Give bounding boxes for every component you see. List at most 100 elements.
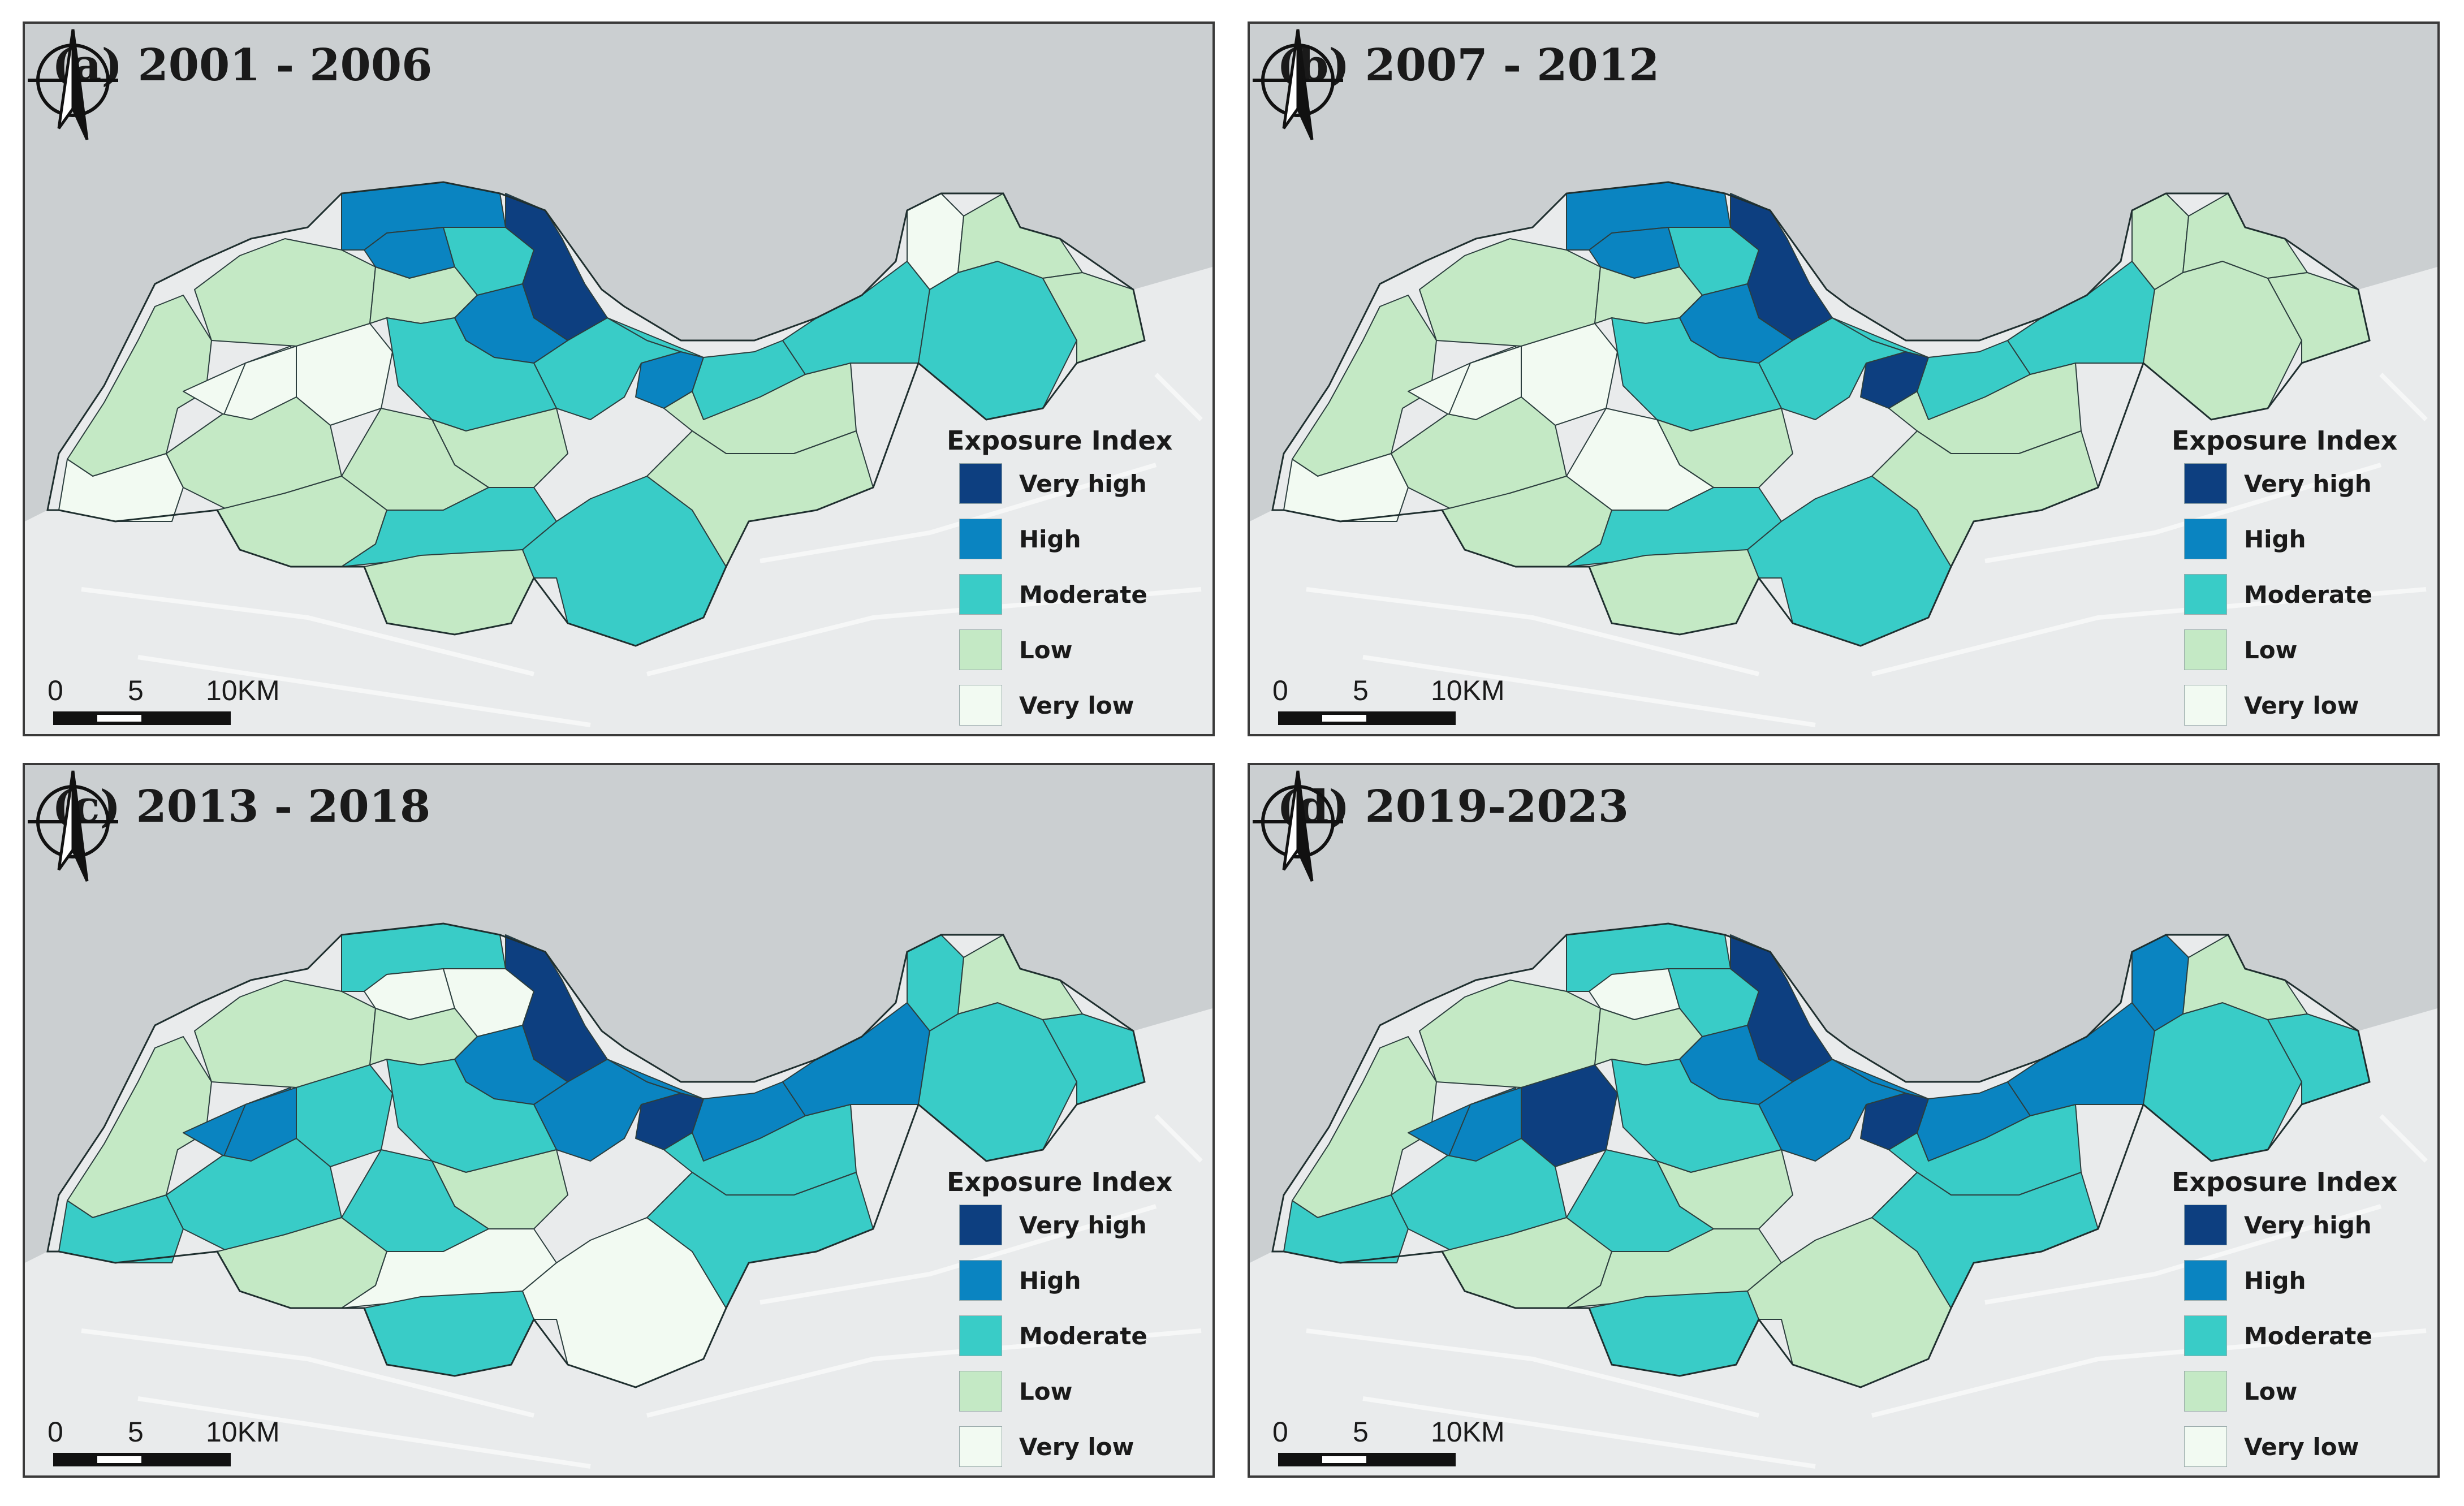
scale-bar-label: 5 — [1353, 1416, 1369, 1448]
background-road — [137, 1396, 591, 1469]
map-canvas — [25, 765, 1212, 1469]
legend-swatch — [959, 463, 1002, 504]
legend-swatch — [959, 574, 1002, 615]
map-panel: (d) 2019-2023 Exposure Index Very high High… — [1248, 763, 2440, 1478]
legend-label: Very low — [1019, 1432, 1134, 1461]
sea-area — [1250, 24, 2437, 521]
legend-swatch — [959, 1371, 1002, 1412]
legend-label: Moderate — [1019, 580, 1147, 609]
legend-swatch — [959, 1315, 1002, 1356]
map-canvas — [25, 24, 1212, 727]
scale-bar-label: 5 — [128, 1416, 144, 1448]
legend-label: Very high — [2244, 469, 2372, 498]
background-road — [1362, 655, 1816, 727]
north-arrow-icon — [1253, 770, 1343, 882]
district-s3 — [1589, 549, 1759, 635]
legend-title: Exposure Index — [947, 425, 1173, 456]
background-road — [646, 1328, 1202, 1418]
background-road — [1362, 1396, 1816, 1469]
legend: Exposure Index Very high High Moderate Low Ve… — [947, 425, 1184, 733]
legend-swatch — [959, 685, 1002, 726]
map-canvas — [1250, 765, 2437, 1469]
background-road — [81, 587, 534, 676]
district-s3 — [1589, 1291, 1759, 1376]
legend-swatch — [2184, 574, 2227, 615]
legend-label: Low — [1019, 636, 1073, 664]
sea-area — [1250, 765, 2437, 1263]
legend-title: Exposure Index — [947, 1167, 1173, 1197]
legend-item: Moderate — [947, 1308, 1184, 1363]
legend-item: Moderate — [947, 567, 1184, 622]
background-road — [1871, 587, 2427, 676]
map-panel: (a) 2001 - 2006 Exposure Index Very high Hi… — [23, 21, 1215, 736]
legend-item: Very high — [2172, 456, 2409, 511]
scale-bar-label: 0 — [1272, 675, 1288, 706]
legend-swatch — [959, 629, 1002, 670]
scale-bar-graphic — [53, 711, 231, 725]
scale-bar: 0 5 10KM — [1272, 1416, 1514, 1475]
legend-swatch — [2184, 1205, 2227, 1245]
study-area-boundary — [46, 922, 1146, 1388]
panel-title: (a) 2001 - 2006 — [52, 40, 433, 91]
background-road — [1871, 1328, 2427, 1418]
scale-bar: 0 5 10KM — [48, 1416, 290, 1475]
background-road — [646, 587, 1202, 676]
sea-area — [25, 24, 1212, 521]
legend-swatch — [959, 1205, 1002, 1245]
legend-item: Low — [2172, 1363, 2409, 1419]
legend-swatch — [959, 1426, 1002, 1467]
scale-bar-graphic — [1278, 711, 1456, 725]
legend-item: High — [947, 511, 1184, 567]
district-w7 — [1391, 1138, 1567, 1252]
legend: Exposure Index Very high High Moderate Low Ve… — [2172, 425, 2409, 733]
legend-label: Very low — [2244, 1432, 2359, 1461]
legend-item: Very high — [947, 456, 1184, 511]
legend-item: Moderate — [2172, 1308, 2409, 1363]
background-road — [2379, 373, 2428, 421]
legend-label: High — [2244, 525, 2306, 553]
legend-label: Very high — [1019, 469, 1147, 498]
study-area-boundary — [1271, 181, 2371, 647]
legend-label: Low — [1019, 1377, 1073, 1405]
legend-label: Low — [2244, 636, 2298, 664]
legend-item: Very high — [2172, 1197, 2409, 1253]
scale-bar-graphic — [53, 1453, 231, 1466]
legend-swatch — [2184, 463, 2227, 504]
legend-item: Very low — [2172, 678, 2409, 733]
panel-title: (d) 2019-2023 — [1277, 781, 1629, 832]
map-canvas — [1250, 24, 2437, 727]
legend-title: Exposure Index — [2172, 1167, 2398, 1197]
legend-label: Very high — [2244, 1211, 2372, 1239]
background-road — [1984, 1204, 2382, 1305]
legend-label: Low — [2244, 1377, 2298, 1405]
panel-title: (c) 2013 - 2018 — [52, 781, 431, 832]
background-road — [137, 655, 591, 727]
panel-title: (b) 2007 - 2012 — [1277, 40, 1660, 91]
district-s3 — [364, 549, 534, 635]
district-s3 — [364, 1291, 534, 1376]
scale-bar-label: 0 — [48, 1416, 63, 1448]
background-road — [1306, 587, 1759, 676]
study-area-boundary — [46, 181, 1146, 647]
legend-swatch — [2184, 1426, 2227, 1467]
background-road — [1984, 463, 2382, 563]
scale-bar: 0 5 10KM — [1272, 674, 1514, 734]
legend-item: Low — [2172, 622, 2409, 678]
background-road — [760, 1204, 1157, 1305]
legend-swatch — [2184, 1315, 2227, 1356]
legend-item: Low — [947, 622, 1184, 678]
scale-bar-label: 0 — [1272, 1416, 1288, 1448]
legend-swatch — [959, 519, 1002, 559]
legend-swatch — [2184, 519, 2227, 559]
legend-label: Moderate — [2244, 580, 2372, 609]
legend-item: High — [2172, 1253, 2409, 1308]
district-w7 — [1391, 396, 1567, 511]
north-arrow-icon — [28, 770, 118, 882]
legend-label: High — [1019, 1266, 1081, 1294]
north-arrow-icon — [1253, 29, 1343, 141]
legend-label: High — [1019, 525, 1081, 553]
background-road — [1154, 1114, 1203, 1163]
legend-label: Moderate — [2244, 1322, 2372, 1350]
legend-swatch — [2184, 629, 2227, 670]
map-panel: (b) 2007 - 2012 Exposure Index Very high Hi… — [1248, 21, 2440, 736]
